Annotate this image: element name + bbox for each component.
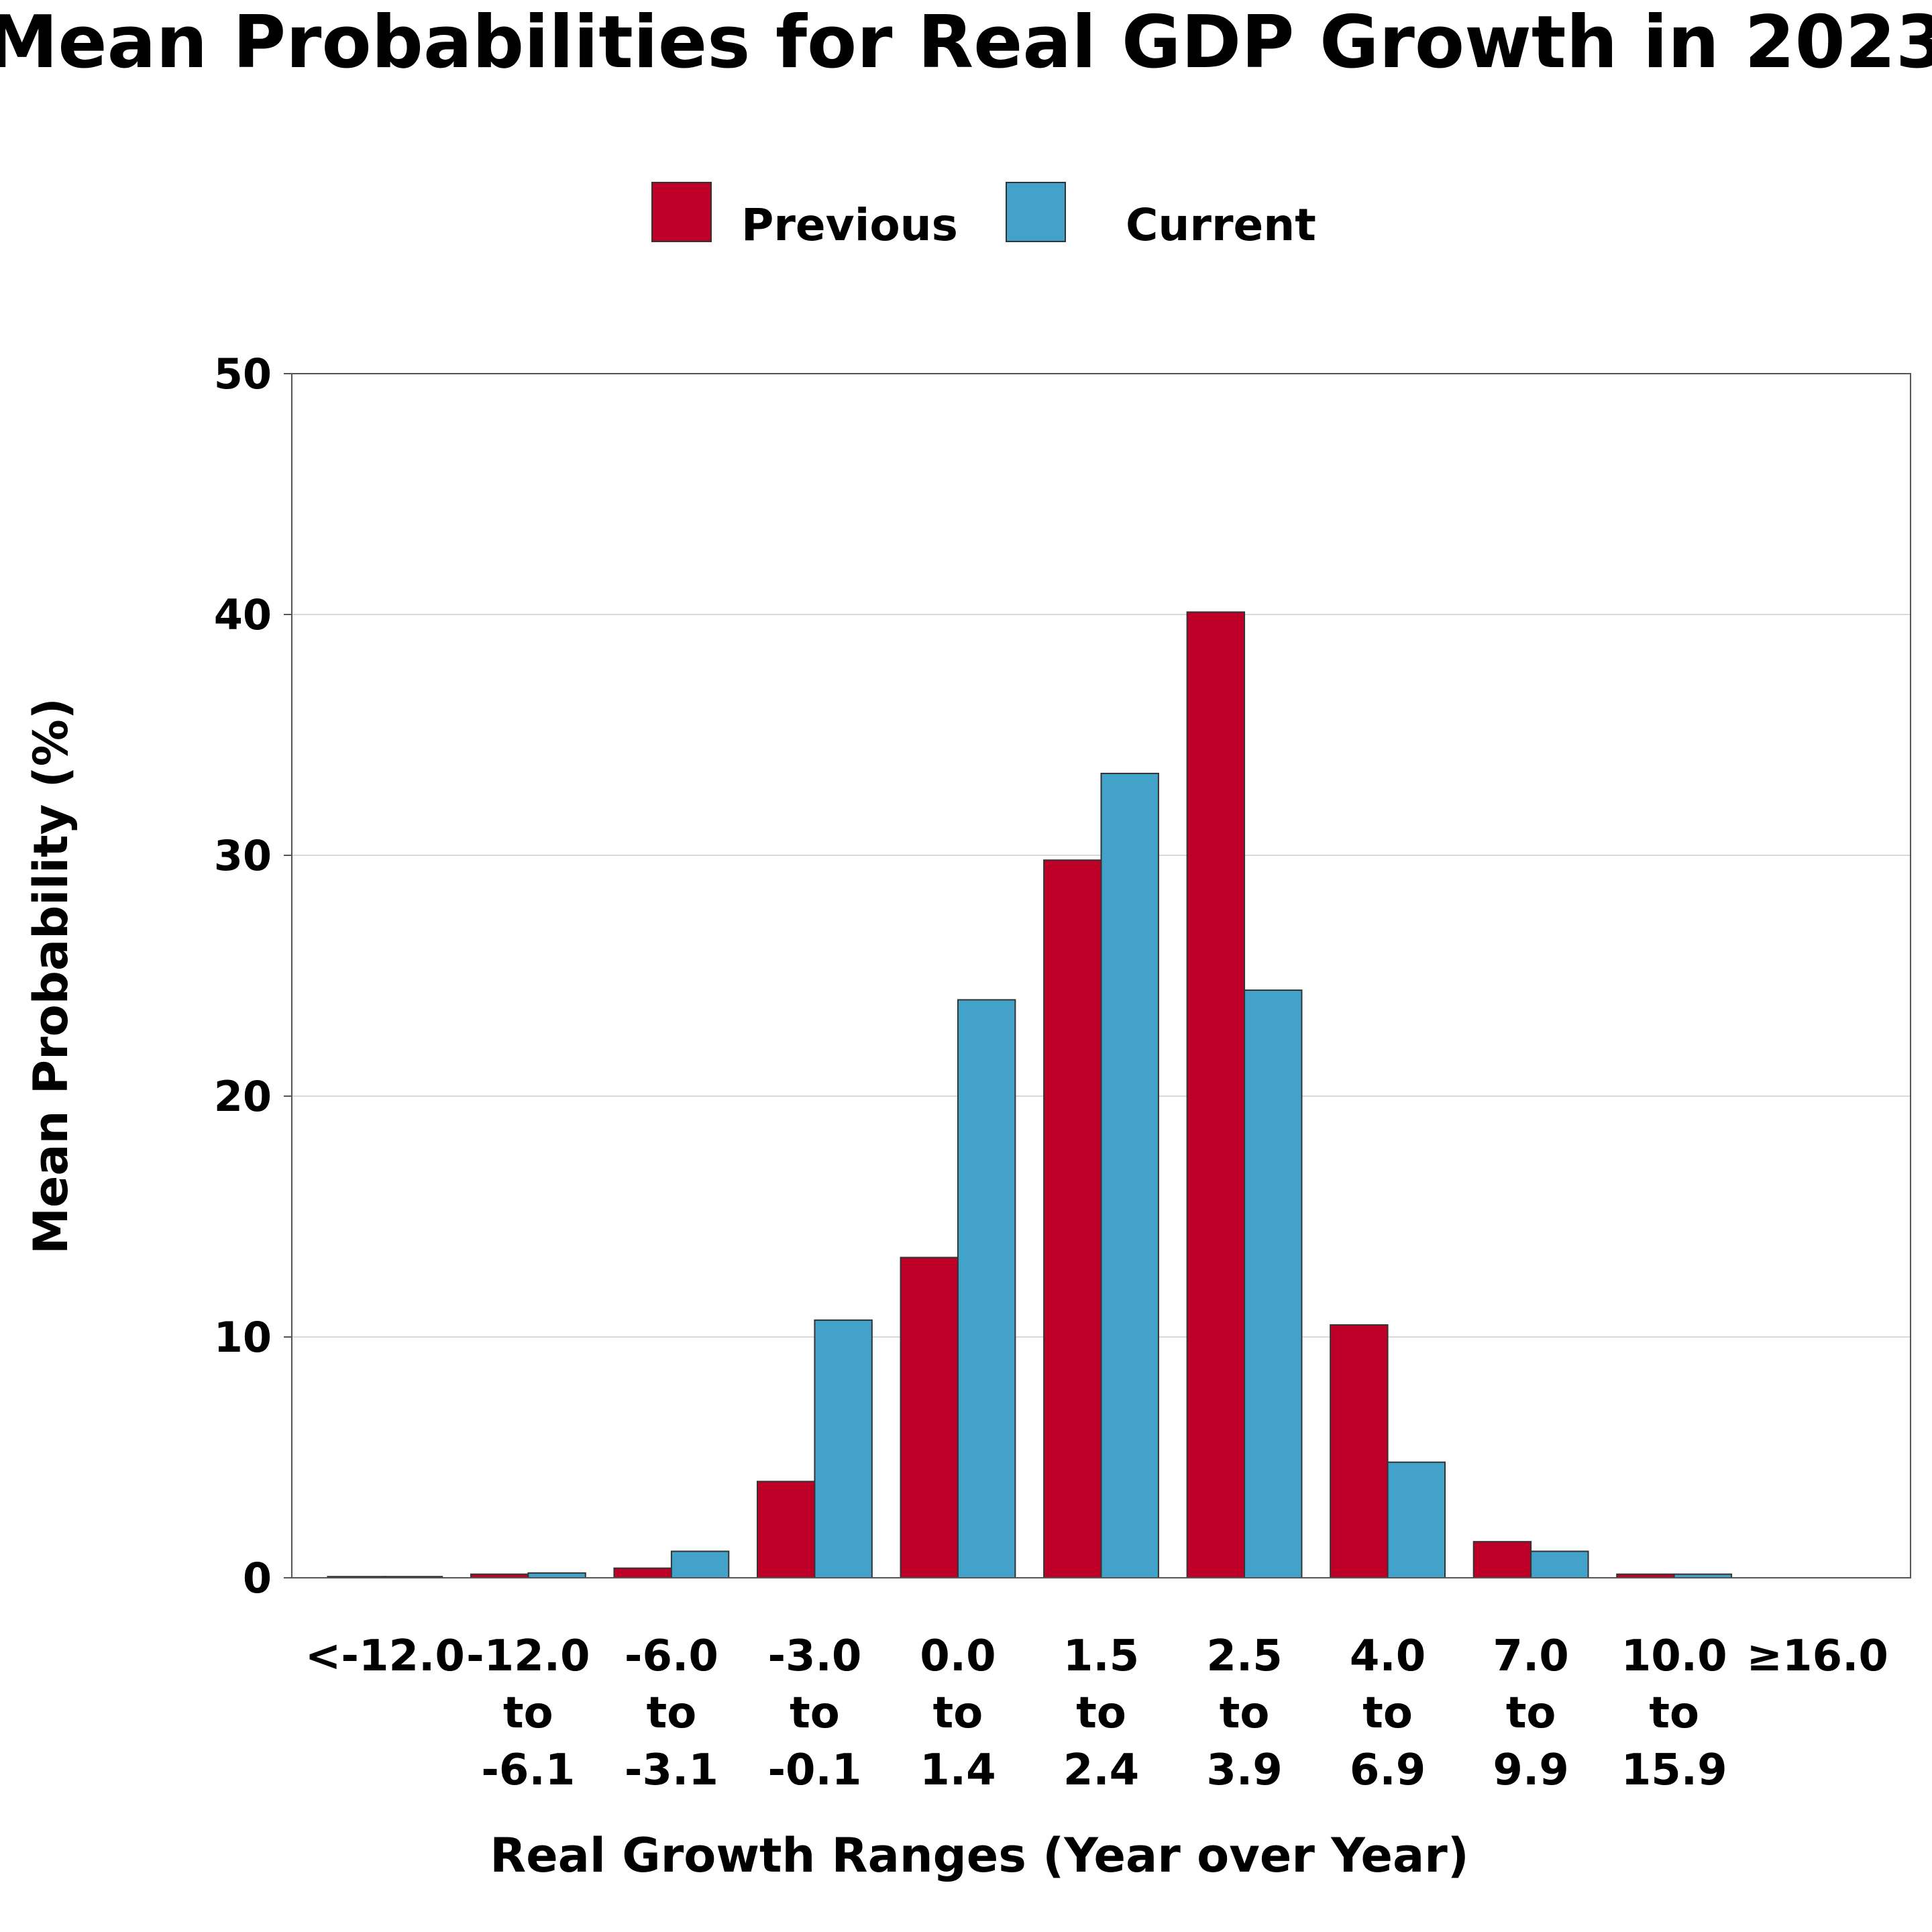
x-tick-label: 1.5 to 2.4 <box>1063 1631 1139 1795</box>
bars <box>327 611 1733 1579</box>
bar-previous <box>613 1567 672 1578</box>
bar-current <box>527 1572 586 1579</box>
bar-previous <box>1330 1324 1389 1579</box>
bar-previous <box>1043 859 1102 1578</box>
legend-label-previous: Previous <box>741 199 958 251</box>
bar-previous <box>900 1256 959 1579</box>
bar-current <box>670 1550 730 1579</box>
x-tick-label: ≥16.0 <box>1746 1631 1888 1681</box>
legend-swatch-previous <box>651 182 712 242</box>
y-tick-label: 10 <box>214 1313 272 1362</box>
x-tick-label: 0.0 to 1.4 <box>920 1631 996 1795</box>
bar-current <box>1530 1550 1589 1579</box>
bar-previous <box>757 1481 816 1578</box>
bar-current <box>1387 1461 1446 1578</box>
x-tick-label: -12.0 to -6.1 <box>466 1631 590 1795</box>
legend-swatch-current <box>1006 182 1066 242</box>
x-axis-label: Real Growth Ranges (Year over Year) <box>490 1828 1468 1883</box>
bar-previous <box>1472 1541 1532 1578</box>
x-tick-label: <-12.0 <box>305 1631 465 1681</box>
y-tick-label: 40 <box>214 590 272 639</box>
legend: Previous Current <box>651 182 1316 251</box>
x-tick-label: 10.0 to 15.9 <box>1621 1631 1727 1795</box>
x-tick-label: 7.0 to 9.9 <box>1493 1631 1568 1795</box>
x-tick-label: 2.5 to 3.9 <box>1206 1631 1282 1795</box>
y-tick-label: 30 <box>214 831 272 880</box>
bar-current <box>1100 772 1159 1578</box>
chart-title: Mean Probabilities for Real GDP Growth i… <box>0 1 1932 85</box>
bar-current <box>1244 989 1303 1579</box>
y-axis-label: Mean Probability (%) <box>23 698 78 1254</box>
bar-previous <box>1186 611 1246 1578</box>
y-tick-label: 0 <box>243 1554 272 1603</box>
y-axis: 0 10 20 30 40 50 <box>214 350 292 1603</box>
y-tick-label: 20 <box>214 1072 272 1121</box>
bar-current <box>957 999 1016 1578</box>
x-tick-label: -6.0 to -3.1 <box>625 1631 718 1795</box>
plot-frame <box>291 373 1911 1578</box>
legend-label-current: Current <box>1126 199 1316 251</box>
x-tick-label: 4.0 to 6.9 <box>1350 1631 1426 1795</box>
y-tick-label: 50 <box>214 350 272 398</box>
x-axis: <-12.0 -12.0 to -6.1 -6.0 to -3.1 -3.0 to -0.1 0.0… <box>305 1631 1888 1795</box>
x-tick-label: -3.0 to -0.1 <box>767 1631 861 1795</box>
bar-current <box>814 1319 873 1578</box>
